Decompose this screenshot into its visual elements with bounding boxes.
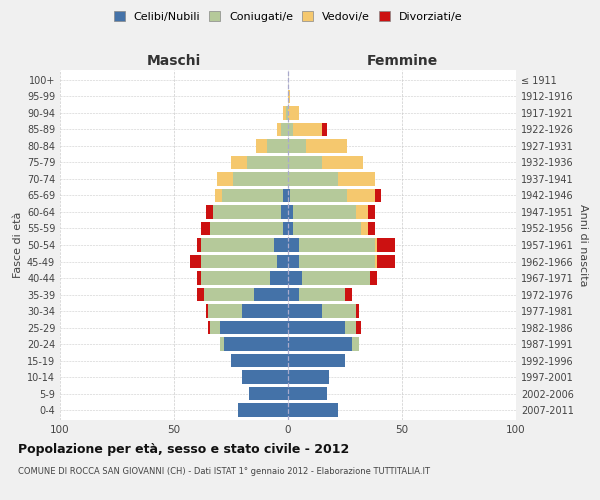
Bar <box>288 387 327 400</box>
Bar <box>202 222 211 235</box>
Bar <box>288 370 329 384</box>
Bar <box>356 304 359 318</box>
Bar <box>338 172 374 186</box>
Bar <box>347 188 374 202</box>
Bar <box>231 156 247 169</box>
Bar <box>288 288 299 302</box>
Bar <box>356 321 361 334</box>
Bar <box>288 205 293 219</box>
Bar <box>306 139 347 152</box>
Bar <box>288 156 322 169</box>
Bar <box>322 304 356 318</box>
Bar <box>242 304 288 318</box>
Bar <box>238 404 288 417</box>
Bar <box>302 271 370 285</box>
Bar <box>283 222 288 235</box>
Bar <box>288 122 293 136</box>
Bar <box>283 188 288 202</box>
Bar <box>293 122 322 136</box>
Bar <box>283 106 286 120</box>
Bar <box>290 188 347 202</box>
Text: Femmine: Femmine <box>367 54 437 68</box>
Text: COMUNE DI ROCCA SAN GIOVANNI (CH) - Dati ISTAT 1° gennaio 2012 - Elaborazione TU: COMUNE DI ROCCA SAN GIOVANNI (CH) - Dati… <box>18 468 430 476</box>
Bar <box>293 222 361 235</box>
Bar <box>211 222 283 235</box>
Bar <box>299 288 345 302</box>
Bar <box>288 271 302 285</box>
Bar <box>197 288 203 302</box>
Bar <box>288 106 299 120</box>
Bar <box>202 271 270 285</box>
Bar <box>361 222 368 235</box>
Bar <box>202 238 274 252</box>
Text: Maschi: Maschi <box>147 54 201 68</box>
Bar <box>286 106 288 120</box>
Bar <box>293 205 356 219</box>
Bar <box>288 304 322 318</box>
Text: Popolazione per età, sesso e stato civile - 2012: Popolazione per età, sesso e stato civil… <box>18 442 349 456</box>
Bar <box>268 139 288 152</box>
Bar <box>322 156 363 169</box>
Bar <box>377 238 395 252</box>
Bar <box>202 254 277 268</box>
Bar <box>217 172 233 186</box>
Bar <box>277 254 288 268</box>
Bar <box>322 122 327 136</box>
Bar <box>274 238 288 252</box>
Bar <box>256 139 268 152</box>
Bar <box>213 205 281 219</box>
Y-axis label: Fasce di età: Fasce di età <box>13 212 23 278</box>
Bar <box>288 222 293 235</box>
Bar <box>288 172 338 186</box>
Bar <box>215 188 222 202</box>
Bar <box>368 205 374 219</box>
Bar <box>352 338 359 351</box>
Bar <box>288 338 352 351</box>
Bar <box>208 304 242 318</box>
Bar <box>345 288 352 302</box>
Bar <box>288 238 299 252</box>
Bar <box>299 238 374 252</box>
Bar <box>206 304 208 318</box>
Bar <box>374 188 382 202</box>
Bar <box>224 338 288 351</box>
Legend: Celibi/Nubili, Coniugati/e, Vedovi/e, Divorziati/e: Celibi/Nubili, Coniugati/e, Vedovi/e, Di… <box>110 8 466 25</box>
Bar <box>190 254 202 268</box>
Bar <box>345 321 356 334</box>
Bar <box>220 338 224 351</box>
Bar <box>288 188 290 202</box>
Bar <box>288 404 338 417</box>
Bar <box>370 271 377 285</box>
Y-axis label: Anni di nascita: Anni di nascita <box>578 204 588 286</box>
Bar <box>206 205 213 219</box>
Bar <box>288 321 345 334</box>
Bar <box>288 354 345 368</box>
Bar <box>281 122 288 136</box>
Bar <box>242 370 288 384</box>
Bar <box>220 321 288 334</box>
Bar <box>288 139 306 152</box>
Bar <box>374 254 377 268</box>
Bar <box>356 205 368 219</box>
Bar <box>197 271 202 285</box>
Bar <box>247 156 288 169</box>
Bar <box>299 254 374 268</box>
Bar <box>277 122 281 136</box>
Bar <box>231 354 288 368</box>
Bar <box>368 222 374 235</box>
Bar <box>249 387 288 400</box>
Bar <box>270 271 288 285</box>
Bar <box>281 205 288 219</box>
Bar <box>208 321 211 334</box>
Bar <box>288 90 290 103</box>
Bar <box>222 188 283 202</box>
Bar <box>254 288 288 302</box>
Bar <box>288 254 299 268</box>
Bar <box>233 172 288 186</box>
Bar <box>377 254 395 268</box>
Bar <box>203 288 254 302</box>
Bar <box>374 238 377 252</box>
Bar <box>197 238 202 252</box>
Bar <box>211 321 220 334</box>
